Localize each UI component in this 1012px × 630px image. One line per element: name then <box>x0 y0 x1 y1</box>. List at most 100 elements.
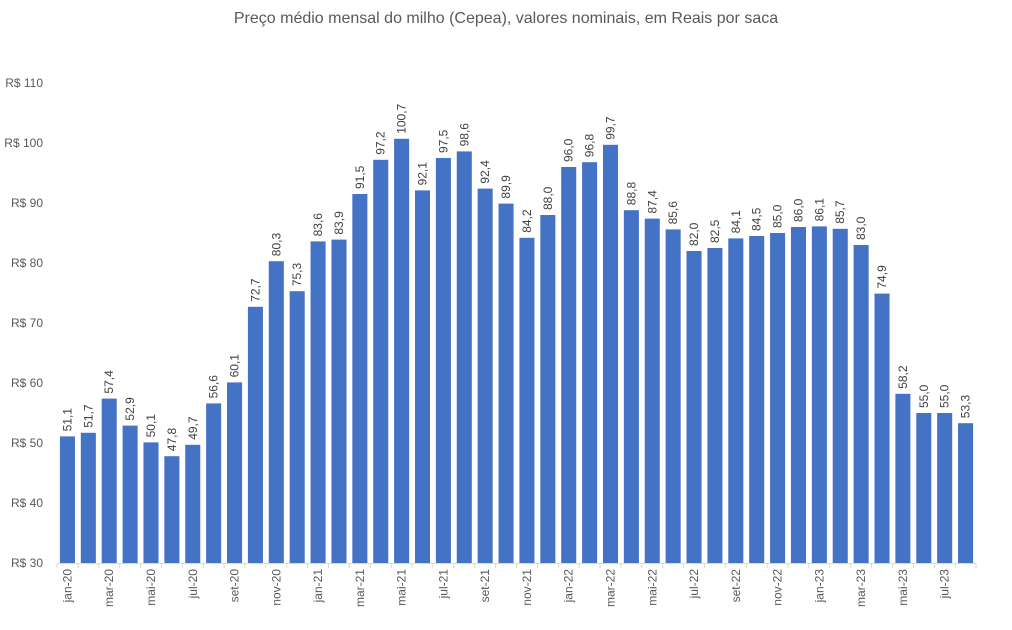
bar <box>937 413 953 563</box>
bar <box>310 241 326 563</box>
y-tick-label: R$ 70 <box>11 316 43 330</box>
data-label: 83,9 <box>332 211 346 235</box>
data-label: 96,8 <box>583 134 597 158</box>
data-label: 60,1 <box>228 354 242 378</box>
y-tick-label: R$ 50 <box>11 436 43 450</box>
x-tick-label: jul-20 <box>186 569 200 600</box>
data-label: 100,7 <box>395 103 409 133</box>
x-tick-label: set-22 <box>729 569 743 603</box>
x-tick-label: nov-20 <box>269 569 283 606</box>
bar <box>101 398 117 563</box>
y-axis: R$ 30 R$ 40 R$ 50 R$ 60 R$ 70 R$ 80 R$ 90 R$ 10… <box>4 76 43 570</box>
data-label: 72,7 <box>248 278 262 302</box>
x-tick-label: jul-22 <box>687 569 701 600</box>
y-tick-label: R$ 30 <box>11 556 43 570</box>
data-label: 87,4 <box>645 190 659 214</box>
chart-title: Preço médio mensal do milho (Cepea), val… <box>233 10 779 27</box>
bar <box>895 393 911 563</box>
data-label: 85,0 <box>771 204 785 228</box>
data-label: 84,5 <box>750 207 764 231</box>
y-tick-label: R$ 110 <box>5 76 43 90</box>
bar <box>958 423 974 563</box>
x-axis: jan-20 mar-20 mai-20 jul-20 set-20 nov-20 jan-… <box>56 563 977 607</box>
data-label: 47,8 <box>165 428 179 452</box>
bar <box>916 413 932 563</box>
data-label: 84,1 <box>729 210 743 234</box>
bar <box>373 159 389 564</box>
bar <box>164 456 180 563</box>
bar <box>540 215 556 563</box>
x-tick-label: mar-21 <box>353 569 367 607</box>
bar <box>206 403 222 563</box>
data-label: 74,9 <box>875 265 889 289</box>
x-tick-label: mar-23 <box>854 569 868 607</box>
data-label: 80,3 <box>269 233 283 257</box>
bar <box>247 306 263 563</box>
y-tick-label: R$ 40 <box>11 496 43 510</box>
x-tick-label: jul-21 <box>436 569 450 600</box>
data-label: 57,4 <box>102 370 116 394</box>
x-tick-label: jul-23 <box>938 569 952 600</box>
bar <box>770 233 786 563</box>
bar <box>477 188 493 563</box>
y-tick-label: R$ 60 <box>11 376 43 390</box>
bar <box>122 425 138 563</box>
data-label: 97,5 <box>436 129 450 153</box>
data-label: 82,5 <box>708 219 722 243</box>
data-label: 55,0 <box>917 384 931 408</box>
bar <box>331 239 347 563</box>
bar <box>519 237 535 564</box>
data-label: 96,0 <box>562 138 576 162</box>
bar <box>686 251 702 563</box>
bar <box>853 245 869 563</box>
bar <box>728 238 744 563</box>
bar <box>289 291 305 563</box>
data-label: 86,1 <box>812 198 826 222</box>
data-label: 89,9 <box>499 175 513 199</box>
data-label: 88,8 <box>624 182 638 206</box>
bar <box>811 226 827 563</box>
bar <box>59 436 75 563</box>
x-tick-label: set-21 <box>478 569 492 603</box>
x-tick-label: jan-21 <box>311 569 325 604</box>
data-label: 83,6 <box>311 213 325 237</box>
data-label: 85,6 <box>666 201 680 225</box>
bar <box>644 218 660 563</box>
data-label: 84,2 <box>520 209 534 233</box>
bar <box>498 203 514 563</box>
data-label: 55,0 <box>938 384 952 408</box>
data-label: 92,1 <box>416 162 430 186</box>
x-tick-label: nov-21 <box>520 569 534 606</box>
data-label: 49,7 <box>186 416 200 440</box>
x-tick-label: mai-23 <box>896 569 910 606</box>
bar <box>185 444 201 563</box>
data-label: 86,0 <box>791 198 805 222</box>
x-tick-label: mai-21 <box>395 569 409 606</box>
data-label: 52,9 <box>123 397 137 421</box>
x-tick-label: jan-22 <box>562 569 576 604</box>
x-tick-label: set-20 <box>228 569 242 603</box>
bar <box>352 194 368 563</box>
x-tick-label: nov-22 <box>771 569 785 606</box>
data-label: 50,1 <box>144 414 158 438</box>
bar <box>790 227 806 563</box>
data-label: 82,0 <box>687 222 701 246</box>
data-label: 75,3 <box>290 263 304 287</box>
bar <box>602 144 619 564</box>
y-tick-label: R$ 80 <box>11 256 43 270</box>
bar <box>456 151 472 563</box>
x-tick-label: mar-20 <box>102 569 116 607</box>
data-label: 85,7 <box>833 200 847 224</box>
bar <box>414 190 431 563</box>
bar <box>394 138 410 564</box>
bar <box>874 293 890 563</box>
data-label: 92,4 <box>478 160 492 184</box>
data-label: 88,0 <box>541 186 555 210</box>
data-label: 91,5 <box>353 165 367 189</box>
data-label: 58,2 <box>896 365 910 389</box>
y-tick-label: R$ 90 <box>11 196 43 210</box>
x-tick-label: jan-20 <box>60 569 74 604</box>
data-label: 97,2 <box>374 131 388 155</box>
data-label: 53,3 <box>959 395 973 419</box>
